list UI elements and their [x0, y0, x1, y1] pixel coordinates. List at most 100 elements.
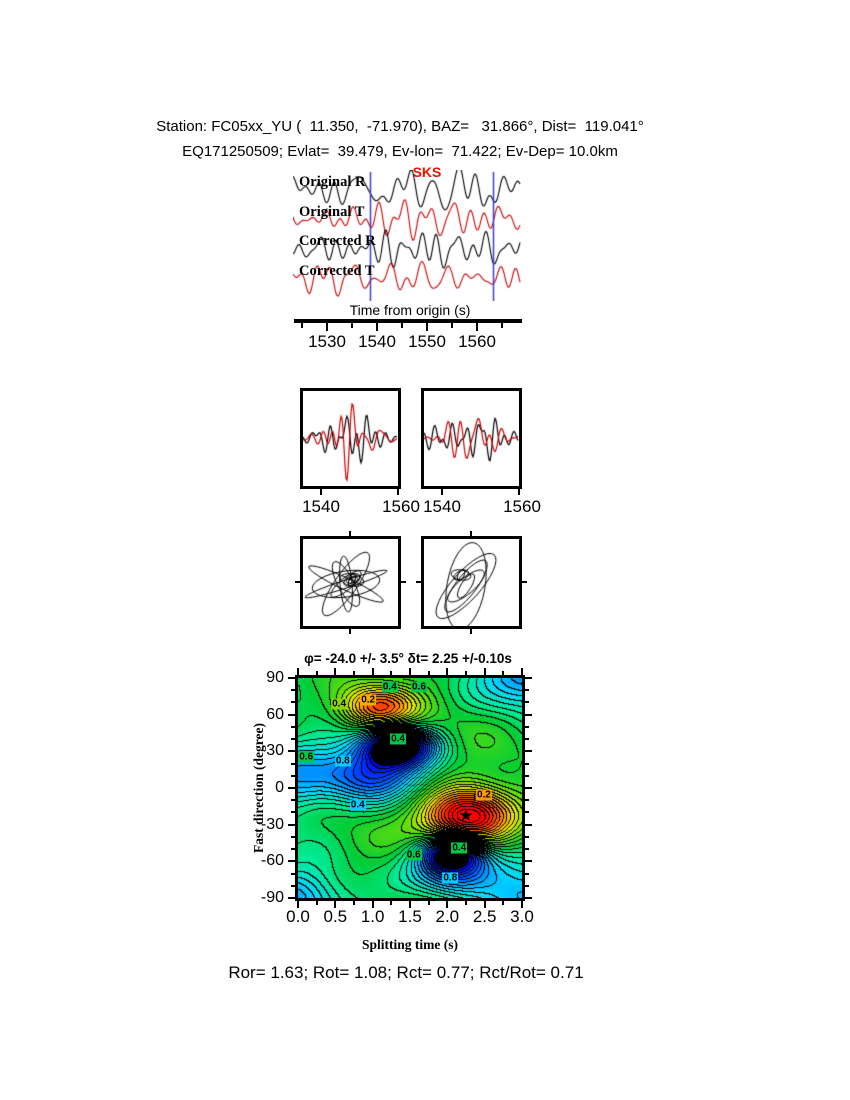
y-axis-tick-label: 90	[266, 669, 284, 686]
time-axis-tick-label: 1550	[408, 332, 446, 351]
x-axis-tick	[409, 901, 411, 908]
x-axis-tick	[334, 668, 337, 675]
x-axis-minor-tick	[465, 671, 467, 675]
x-axis-tick-label: 3.0	[510, 907, 534, 926]
y-axis-tick	[288, 713, 295, 716]
x-axis-minor-tick	[502, 671, 505, 675]
pm-tick	[349, 629, 351, 634]
y-axis-minor-tick	[525, 689, 529, 692]
contour-annotation: 0.4	[331, 698, 348, 710]
time-axis-minor-tick	[351, 323, 353, 328]
x-axis-tick	[371, 901, 374, 908]
y-axis-tick-label: 60	[266, 705, 284, 723]
x-axis-tick	[446, 901, 449, 908]
contour-annotation: 0.2	[475, 789, 492, 801]
x-axis-tick-label: 0.5	[323, 907, 348, 926]
station-header: Station: FC05xx_YU ( 11.350, -71.970), B…	[156, 118, 644, 135]
y-axis-minor-tick	[291, 884, 295, 887]
time-axis-minor-tick	[301, 323, 303, 328]
x-axis-tick-label: 2.5	[472, 907, 497, 926]
x-axis-label: Splitting time (s)	[362, 937, 458, 952]
contour-annotation: 0.6	[298, 751, 315, 763]
x-axis-tick	[409, 668, 411, 675]
x-axis-tick-label: 1.5	[398, 907, 422, 926]
contour-canvas	[298, 678, 522, 898]
time-axis	[294, 319, 522, 323]
seismogram-canvas	[293, 170, 521, 303]
y-axis-minor-tick	[525, 774, 529, 777]
window-tick	[320, 489, 322, 495]
y-axis-tick	[525, 750, 532, 753]
waveform-canvas-right	[424, 391, 519, 486]
window-tick-label: 1560	[503, 497, 541, 516]
x-axis-tick	[521, 668, 523, 675]
x-axis-tick	[446, 668, 449, 675]
contour-annotation: 0.8	[334, 755, 351, 767]
x-axis-minor-tick	[502, 901, 505, 905]
y-axis-minor-tick	[291, 811, 295, 814]
contour-annotation: 0.6	[405, 849, 422, 861]
y-axis-minor-tick	[525, 762, 529, 765]
trace-label: Original T	[299, 203, 365, 220]
time-axis-tick	[326, 323, 328, 331]
x-axis-tick-label: 1.0	[360, 907, 385, 926]
y-axis-minor-tick	[291, 701, 295, 704]
x-axis-tick	[521, 901, 523, 908]
x-axis-tick-label: 0.0	[286, 907, 310, 926]
time-axis-tick-label: 1540	[358, 332, 396, 351]
event-header: EQ171250509; Evlat= 39.479, Ev-lon= 71.4…	[182, 143, 618, 160]
y-axis-minor-tick	[525, 799, 529, 802]
y-axis-tick-label: -30	[260, 815, 284, 833]
y-axis-tick	[288, 787, 295, 789]
y-axis-minor-tick	[525, 811, 529, 814]
trace-label: Original R	[299, 174, 366, 190]
time-axis-tick	[376, 323, 378, 331]
contour-annotation: 0.4	[451, 842, 468, 854]
y-axis-tick	[288, 897, 295, 899]
footer-stats: Ror= 1.63; Rot= 1.08; Rct= 0.77; Rct/Rot…	[228, 963, 584, 982]
x-axis-minor-tick	[390, 901, 393, 905]
x-axis-tick	[371, 668, 374, 675]
time-axis-minor-tick	[451, 323, 453, 328]
y-axis-tick	[288, 823, 295, 826]
contour-annotation: 0.2	[360, 694, 377, 706]
y-axis-tick	[288, 750, 295, 753]
x-axis-minor-tick	[390, 671, 393, 675]
time-axis-tick	[476, 323, 478, 331]
contour-annotation: 0.4	[349, 799, 366, 811]
particle-motion-canvas-left	[303, 539, 398, 626]
y-axis-tick	[525, 823, 532, 826]
x-axis-minor-tick	[465, 901, 467, 905]
pm-tick	[295, 581, 300, 583]
trace-label: Corrected R	[299, 233, 376, 249]
y-axis-minor-tick	[525, 701, 529, 704]
y-axis-minor-tick	[291, 835, 295, 838]
x-axis-minor-tick	[315, 901, 318, 905]
y-axis-minor-tick	[291, 689, 295, 692]
waveform-canvas-left	[303, 391, 398, 486]
pm-tick	[401, 581, 406, 583]
x-axis-tick	[297, 901, 299, 908]
time-axis-tick-label: 1560	[458, 332, 496, 351]
y-axis-tick	[525, 787, 532, 789]
best-solution-star: ★	[458, 806, 474, 826]
y-axis-minor-tick	[525, 835, 529, 838]
y-axis-minor-tick	[291, 872, 295, 875]
x-axis-minor-tick	[315, 671, 318, 675]
contour-annotation: 0.4	[381, 681, 398, 693]
y-axis-minor-tick	[291, 738, 295, 741]
y-axis-minor-tick	[525, 738, 529, 741]
y-axis-minor-tick	[525, 725, 529, 728]
y-axis-tick-label: 0	[275, 779, 284, 796]
time-axis-minor-tick	[401, 323, 403, 328]
pm-tick	[470, 629, 472, 634]
window-tick-label: 1540	[302, 497, 340, 516]
contour-annotation: 0.6	[411, 681, 427, 693]
x-axis-tick	[483, 901, 486, 908]
y-axis-minor-tick	[291, 762, 295, 765]
y-axis-tick-label: -90	[260, 889, 284, 906]
x-axis-tick-label: 2.0	[435, 907, 460, 926]
y-axis-minor-tick	[525, 884, 529, 887]
pm-tick	[470, 531, 472, 536]
